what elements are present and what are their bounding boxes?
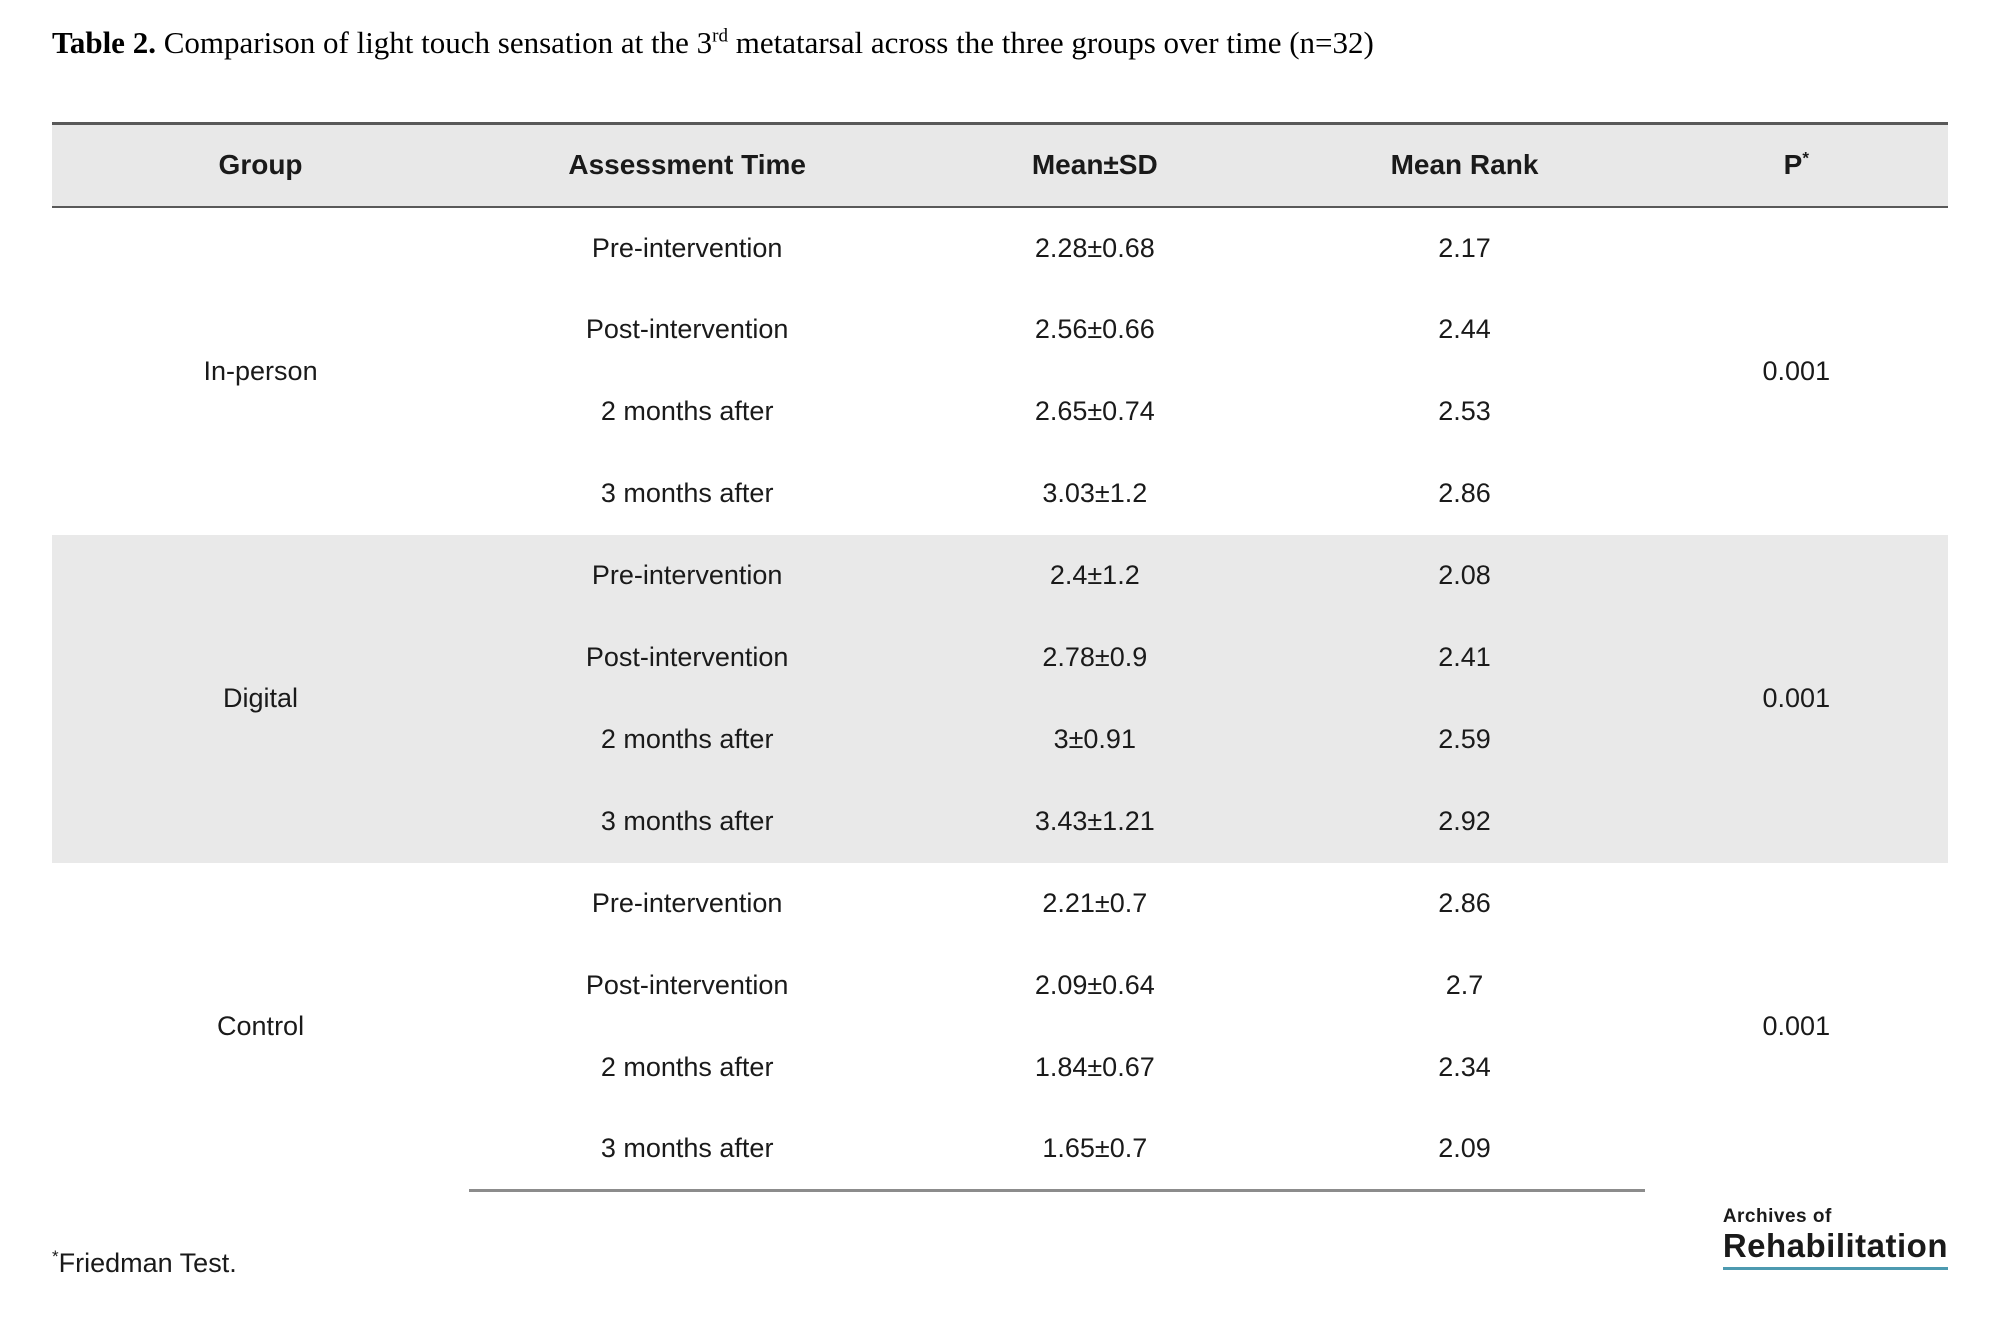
- cell-time: 3 months after: [469, 1108, 906, 1192]
- cell-mean-sd: 1.84±0.67: [1034, 1052, 1155, 1082]
- p-value-in-person: 0.001: [1762, 355, 1831, 386]
- table-row: 2 months after 3±0.91 2.59: [52, 698, 1948, 781]
- cell-mean-rank: 2.08: [1284, 534, 1645, 617]
- comparison-table: Group Assessment Time Mean±SD Mean Rank …: [52, 122, 1948, 1192]
- table-title-label: Table 2.: [52, 25, 156, 60]
- table-row: Post-intervention 2.56±0.66 2.44: [52, 289, 1948, 371]
- col-header-p: P*: [1644, 122, 1948, 208]
- cell-time: Post-intervention: [585, 314, 789, 344]
- group-name-control: Control: [217, 1011, 305, 1041]
- col-header-meanrank: Mean Rank: [1284, 122, 1645, 208]
- table-title: Table 2. Comparison of light touch sensa…: [52, 22, 1948, 64]
- cell-mean-sd: 3.03±1.2: [1042, 478, 1148, 508]
- header-row: Group Assessment Time Mean±SD Mean Rank …: [52, 122, 1948, 208]
- cell-time: 3 months after: [469, 780, 906, 863]
- page: Table 2. Comparison of light touch sensa…: [52, 22, 1948, 1279]
- cell-mean-sd: 3±0.91: [905, 698, 1285, 781]
- cell-mean-rank: 2.09: [1284, 1108, 1645, 1192]
- cell-mean-rank: 2.53: [1438, 396, 1491, 426]
- journal-logo-line2: Rehabilitation: [1722, 1228, 1948, 1270]
- footnote-asterisk: *: [52, 1247, 59, 1266]
- footnote-text: Friedman Test.: [58, 1248, 237, 1278]
- table-title-text-2: metatarsal across the three groups over …: [727, 25, 1374, 60]
- cell-time: 2 months after: [600, 396, 774, 426]
- cell-mean-rank: 2.86: [1438, 888, 1491, 918]
- cell-mean-rank: 2.86: [1438, 478, 1491, 508]
- cell-mean-sd: 1.65±0.7: [905, 1108, 1285, 1192]
- cell-mean-rank: 2.92: [1284, 780, 1645, 863]
- cell-mean-sd: 2.21±0.7: [1042, 888, 1148, 918]
- table-row: 3 months after 3.43±1.21 2.92: [52, 780, 1948, 863]
- journal-logo: Archives of Rehabilitation: [1722, 1200, 1948, 1270]
- p-value-digital: 0.001: [1644, 534, 1948, 863]
- cell-mean-rank: 2.44: [1438, 314, 1491, 344]
- footer: *Friedman Test. Archives of Rehabilitati…: [52, 1200, 1948, 1279]
- cell-mean-sd: 2.78±0.9: [905, 616, 1285, 699]
- table-row: Post-intervention 2.09±0.64 2.7: [52, 945, 1948, 1027]
- group-name-digital: Digital: [52, 534, 470, 863]
- cell-mean-rank: 2.59: [1284, 698, 1645, 781]
- cell-mean-rank: 2.34: [1438, 1052, 1491, 1082]
- p-value-control: 0.001: [1762, 1011, 1831, 1041]
- cell-mean-sd: 2.4±1.2: [905, 534, 1285, 617]
- col-header-meansd: Mean±SD: [905, 122, 1285, 208]
- cell-time: Post-intervention: [585, 970, 789, 1000]
- p-asterisk: *: [1802, 148, 1809, 168]
- table-header: Group Assessment Time Mean±SD Mean Rank …: [52, 122, 1948, 208]
- table-row: Post-intervention 2.78±0.9 2.41: [52, 616, 1948, 699]
- table-row: In-person Pre-intervention 2.28±0.68 2.1…: [52, 207, 1948, 386]
- cell-time: Pre-intervention: [591, 888, 783, 918]
- table-row: Control Pre-intervention 2.21±0.7 2.86 0…: [52, 863, 1948, 1041]
- cell-mean-sd: 2.65±0.74: [1034, 396, 1155, 426]
- cell-time: 2 months after: [600, 1052, 774, 1082]
- table-row: 2 months after 2.65±0.74 2.53: [52, 371, 1948, 453]
- table-row: 3 months after 1.65±0.7 2.09: [52, 1108, 1948, 1192]
- cell-time: Post-intervention: [469, 616, 906, 699]
- col-header-group: Group: [52, 122, 470, 208]
- table-row: 3 months after 3.03±1.2 2.86: [52, 453, 1948, 535]
- table-row: Digital Pre-intervention 2.4±1.2 2.08 0.…: [52, 534, 1948, 863]
- journal-logo-line1: Archives of: [1722, 1206, 1832, 1227]
- cell-mean-sd: 2.56±0.66: [1034, 314, 1155, 344]
- cell-mean-sd: 2.09±0.64: [1034, 970, 1155, 1000]
- col-header-time: Assessment Time: [469, 122, 906, 208]
- cell-time: Pre-intervention: [469, 534, 906, 617]
- cell-time: 3 months after: [600, 478, 774, 508]
- table-title-text-1: Comparison of light touch sensation at t…: [163, 25, 713, 60]
- cell-mean-rank: 2.17: [1438, 232, 1491, 263]
- cell-time: Pre-intervention: [591, 232, 783, 263]
- cell-mean-sd: 3.43±1.21: [905, 780, 1285, 863]
- cell-mean-rank: 2.7: [1445, 970, 1484, 1000]
- table-row: 2 months after 1.84±0.67 2.34: [52, 1027, 1948, 1109]
- footnote: *Friedman Test.: [52, 1200, 237, 1279]
- cell-mean-rank: 2.41: [1284, 616, 1645, 699]
- group-name-in-person: In-person: [203, 355, 318, 386]
- cell-mean-sd: 2.28±0.68: [1034, 232, 1155, 263]
- cell-time: 2 months after: [469, 698, 906, 781]
- title-superscript: rd: [712, 25, 728, 47]
